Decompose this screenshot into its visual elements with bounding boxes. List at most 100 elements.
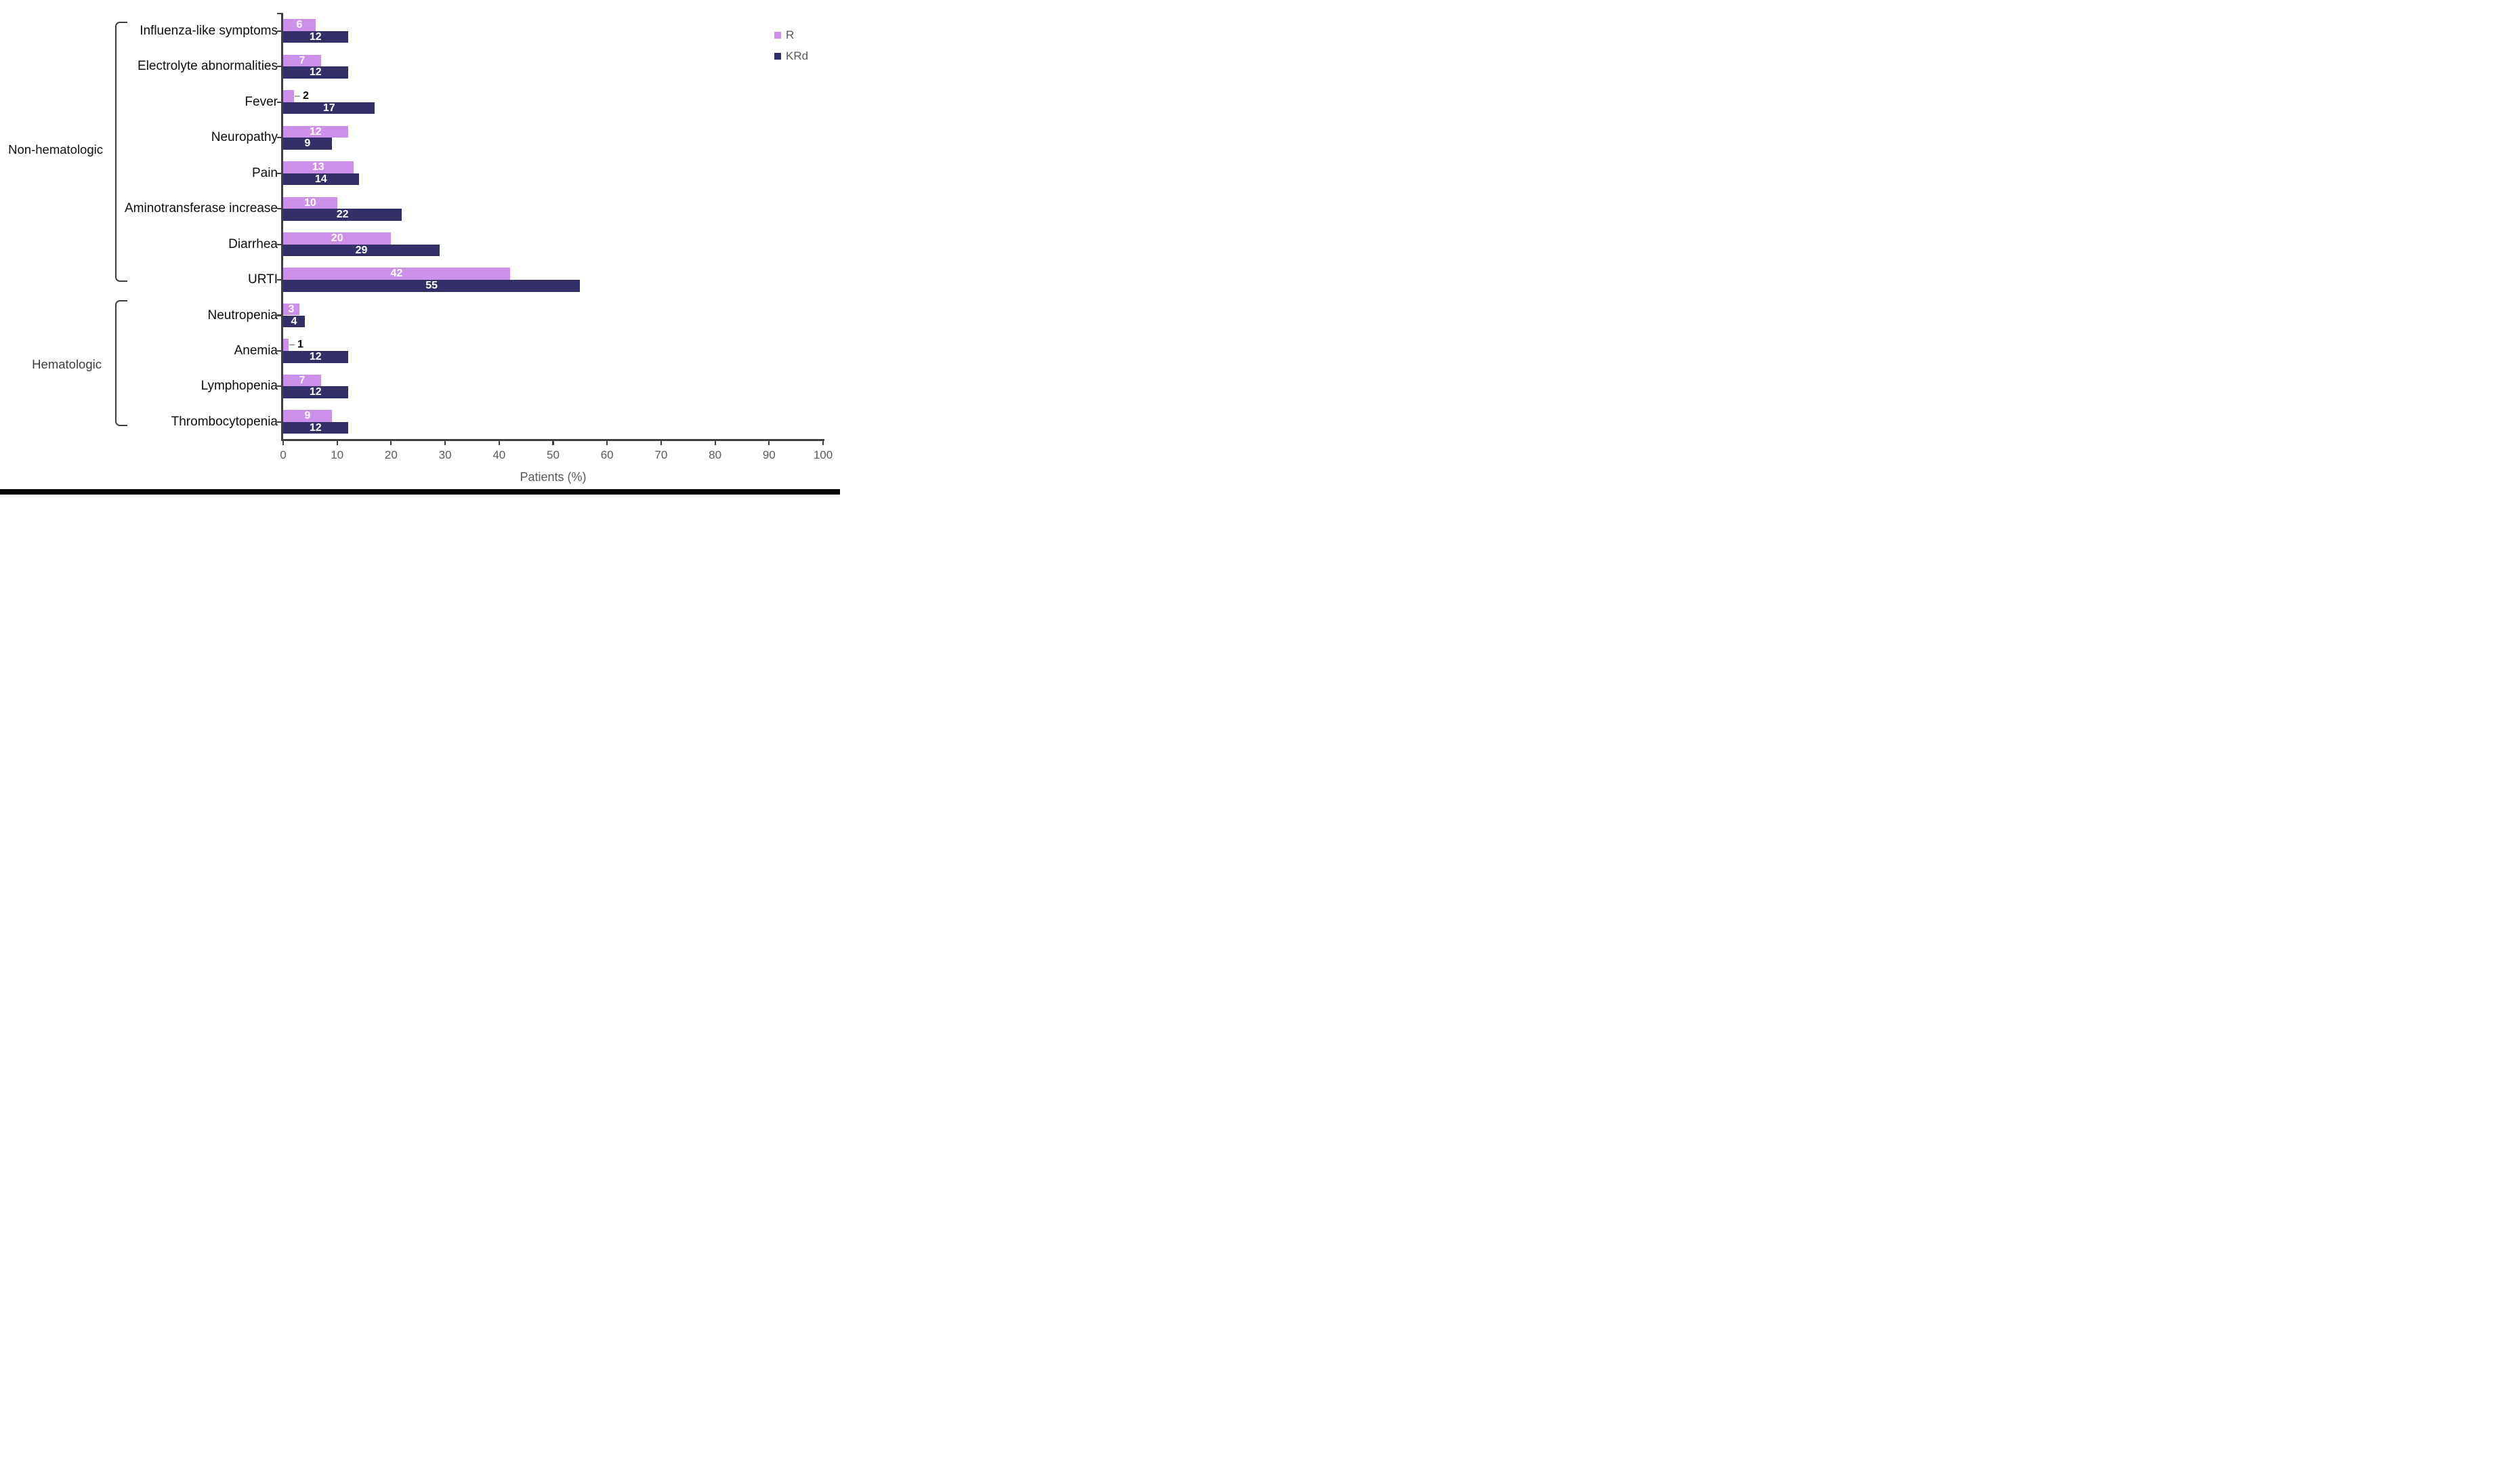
category-label: Pain [251,165,278,180]
bar-value-label: 7 [299,54,306,66]
category-label: Neutropenia [207,308,278,322]
bar-krd [283,138,332,150]
y-axis-line [281,13,283,441]
bar-r [283,339,289,351]
y-category-tick [277,314,282,316]
bar-value-label: 12 [309,30,322,43]
legend-label-krd: KRd [786,49,809,62]
bar-value-label: 55 [425,280,438,292]
bar-value-label: 12 [309,350,322,362]
x-axis-tick-label: 80 [709,448,722,461]
non-hematologic-bracket [115,22,127,282]
x-axis-tick [822,440,824,446]
x-axis-tick [498,440,500,446]
bar-value-label: 29 [355,244,368,256]
y-category-tick [277,30,282,32]
bar-value-label: 9 [304,138,311,150]
value-leader-line [289,344,295,346]
y-category-tick [277,350,282,352]
legend-label-r: R [786,28,795,41]
y-category-tick [277,101,282,103]
x-axis-tick-label: 100 [813,448,833,461]
category-label: Anemia [234,343,278,358]
y-category-tick [277,421,282,423]
category-label: Aminotransferase increase [125,201,278,216]
bar-krd [283,280,581,292]
bar-r [283,125,348,138]
bar-value-label: 10 [303,196,316,209]
bar-r [283,303,299,316]
category-label: Electrolyte abnormalities [138,59,278,74]
y-category-tick [277,243,282,245]
bar-value-label: 12 [309,421,322,434]
legend-swatch-r [774,31,781,39]
x-axis-tick [444,440,446,446]
bar-value-label: 6 [296,19,303,31]
x-axis-tick [282,440,285,446]
x-axis-tick-label: 0 [280,448,287,461]
x-axis-line [281,439,825,441]
group-label-non-hematologic: Non-hematologic [8,142,103,156]
x-axis-tick [606,440,608,446]
y-category-tick [277,172,282,174]
bar-krd [283,244,440,257]
bar-value-label: 22 [336,209,349,221]
x-axis-tick-label: 60 [600,448,614,461]
x-axis-title: Patients (%) [520,470,587,484]
legend-item-krd: KRd [774,49,809,62]
bar-r [283,232,392,245]
x-axis-tick-label: 30 [438,448,452,461]
plot-area: Influenza-like symptoms 6 12 Electrolyte ab… [0,0,840,495]
legend-swatch-krd [774,52,781,60]
y-category-tick [277,278,282,281]
adverse-events-grouped-bar-chart: R KRd Influenza-like symptoms 6 12 Electrol… [0,0,840,495]
bar-value-label: 14 [314,173,327,185]
bar-value-label: 1 [297,339,303,351]
bar-r [283,90,294,102]
bar-r [283,161,354,173]
bottom-black-strip [0,489,840,495]
bar-krd [283,173,359,186]
y-category-tick [277,385,282,388]
legend: R KRd [774,28,809,71]
bar-krd [283,315,305,328]
group-label-hematologic: Hematologic [32,357,102,371]
bar-value-label: 3 [288,303,295,315]
x-axis-tick-label: 70 [654,448,668,461]
bar-value-label: 7 [299,374,306,386]
bar-krd [283,386,348,398]
bar-krd [283,66,348,79]
bar-value-label: 17 [322,102,335,114]
x-axis-tick-label: 10 [331,448,344,461]
y-category-tick [277,208,282,210]
bar-value-label: 12 [309,386,322,398]
x-axis-tick [768,440,770,446]
bar-value-label: 12 [309,125,322,138]
bar-r [283,196,337,209]
bar-krd [283,30,348,43]
y-category-tick [277,137,282,139]
bar-value-label: 2 [302,90,309,102]
bar-r [283,268,510,280]
bar-r [283,374,321,387]
x-axis-tick [660,440,662,446]
category-label: Thrombocytopenia [171,414,278,429]
bar-value-label: 13 [312,161,324,173]
x-axis-tick [390,440,392,446]
bar-r [283,54,321,67]
x-axis-tick [714,440,716,446]
bar-value-label: 9 [304,410,311,422]
bar-krd [283,102,375,114]
x-axis-tick-label: 20 [384,448,398,461]
bar-value-label: 20 [331,232,343,244]
y-category-tick [277,66,282,68]
category-label: Fever [245,94,278,109]
legend-item-r: R [774,28,808,41]
bar-krd [283,421,348,434]
y-axis-top-tick [277,13,282,15]
x-axis-tick [336,440,338,446]
category-label: Influenza-like symptoms [140,23,278,38]
bar-krd [283,209,402,221]
category-label: Lymphopenia [201,379,278,394]
category-label: Diarrhea [228,236,278,251]
